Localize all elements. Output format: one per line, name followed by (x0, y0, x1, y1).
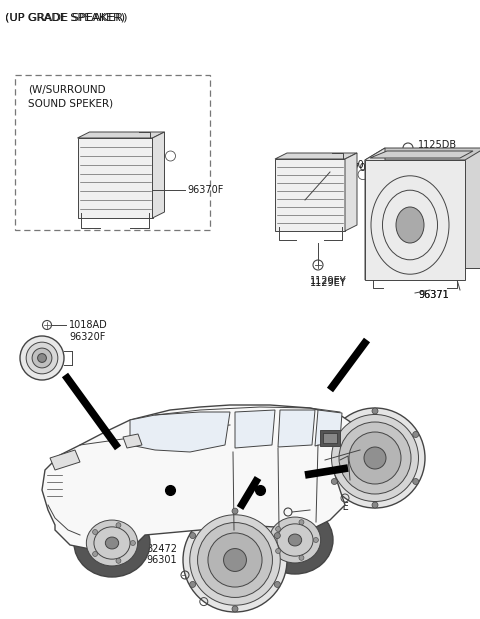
Circle shape (413, 478, 419, 485)
Text: (UP GRADE SPEAKER): (UP GRADE SPEAKER) (5, 12, 125, 22)
Text: (UP GRADE SPEAKER): (UP GRADE SPEAKER) (5, 12, 128, 22)
Polygon shape (50, 450, 80, 470)
Circle shape (372, 408, 378, 414)
Circle shape (190, 581, 196, 587)
Circle shape (372, 502, 378, 508)
Polygon shape (275, 159, 345, 231)
Text: 96370F: 96370F (333, 160, 370, 170)
Circle shape (232, 508, 238, 514)
Polygon shape (153, 132, 165, 218)
Text: 82472: 82472 (362, 462, 393, 472)
Circle shape (116, 522, 121, 528)
Ellipse shape (396, 207, 424, 243)
Circle shape (276, 548, 281, 553)
Circle shape (183, 508, 287, 612)
Polygon shape (235, 410, 275, 448)
Bar (15, 75, 210, 230)
Text: 96370F: 96370F (187, 185, 223, 195)
Circle shape (224, 548, 246, 571)
Bar (320, 430, 340, 446)
Text: 1129EY: 1129EY (310, 278, 347, 288)
Circle shape (275, 581, 280, 587)
Circle shape (20, 336, 64, 380)
Circle shape (232, 606, 238, 612)
Polygon shape (77, 138, 153, 218)
Circle shape (93, 529, 97, 535)
Text: 1129EY: 1129EY (310, 276, 347, 286)
Polygon shape (365, 160, 465, 280)
Circle shape (299, 555, 304, 560)
Circle shape (116, 558, 121, 563)
Circle shape (32, 348, 52, 368)
Circle shape (331, 431, 337, 438)
Circle shape (276, 527, 281, 532)
Polygon shape (370, 151, 473, 158)
Ellipse shape (105, 537, 119, 549)
Text: 96370F: 96370F (335, 163, 372, 173)
Circle shape (364, 447, 386, 469)
Circle shape (299, 520, 304, 525)
Polygon shape (315, 410, 342, 446)
Text: 96371: 96371 (418, 290, 449, 300)
Circle shape (313, 537, 318, 542)
Polygon shape (365, 148, 480, 160)
Text: 1018AD: 1018AD (69, 320, 108, 330)
Text: 96301: 96301 (146, 555, 177, 565)
Circle shape (331, 478, 337, 485)
Circle shape (349, 432, 401, 484)
Polygon shape (42, 405, 355, 550)
Polygon shape (275, 153, 357, 159)
Text: 96340A: 96340A (362, 442, 399, 452)
Text: 96320F: 96320F (69, 332, 106, 342)
Polygon shape (345, 153, 357, 231)
Text: (W/SURROUND
SOUND SPEKER): (W/SURROUND SOUND SPEKER) (28, 85, 113, 108)
Bar (323, 433, 337, 443)
Polygon shape (130, 412, 230, 452)
Circle shape (93, 552, 97, 556)
Circle shape (190, 532, 196, 539)
Polygon shape (365, 148, 385, 280)
Text: 96301: 96301 (362, 473, 393, 483)
Circle shape (413, 431, 419, 438)
Circle shape (131, 540, 135, 545)
Ellipse shape (74, 509, 150, 577)
Circle shape (325, 408, 425, 508)
Polygon shape (278, 410, 315, 447)
Circle shape (208, 533, 262, 587)
Circle shape (332, 415, 419, 501)
Ellipse shape (288, 534, 301, 546)
Circle shape (190, 515, 280, 605)
Polygon shape (77, 132, 165, 138)
Circle shape (37, 353, 47, 362)
Text: 96330E: 96330E (312, 502, 349, 512)
Polygon shape (385, 148, 480, 268)
Ellipse shape (86, 520, 138, 566)
Circle shape (339, 422, 411, 494)
Circle shape (198, 522, 273, 597)
Text: 82472: 82472 (146, 544, 177, 554)
Polygon shape (123, 434, 142, 448)
Text: 1125DB: 1125DB (418, 140, 457, 150)
Ellipse shape (269, 517, 321, 563)
Circle shape (275, 532, 280, 539)
Text: 96371: 96371 (418, 290, 449, 300)
Ellipse shape (257, 506, 333, 574)
Circle shape (26, 342, 58, 374)
